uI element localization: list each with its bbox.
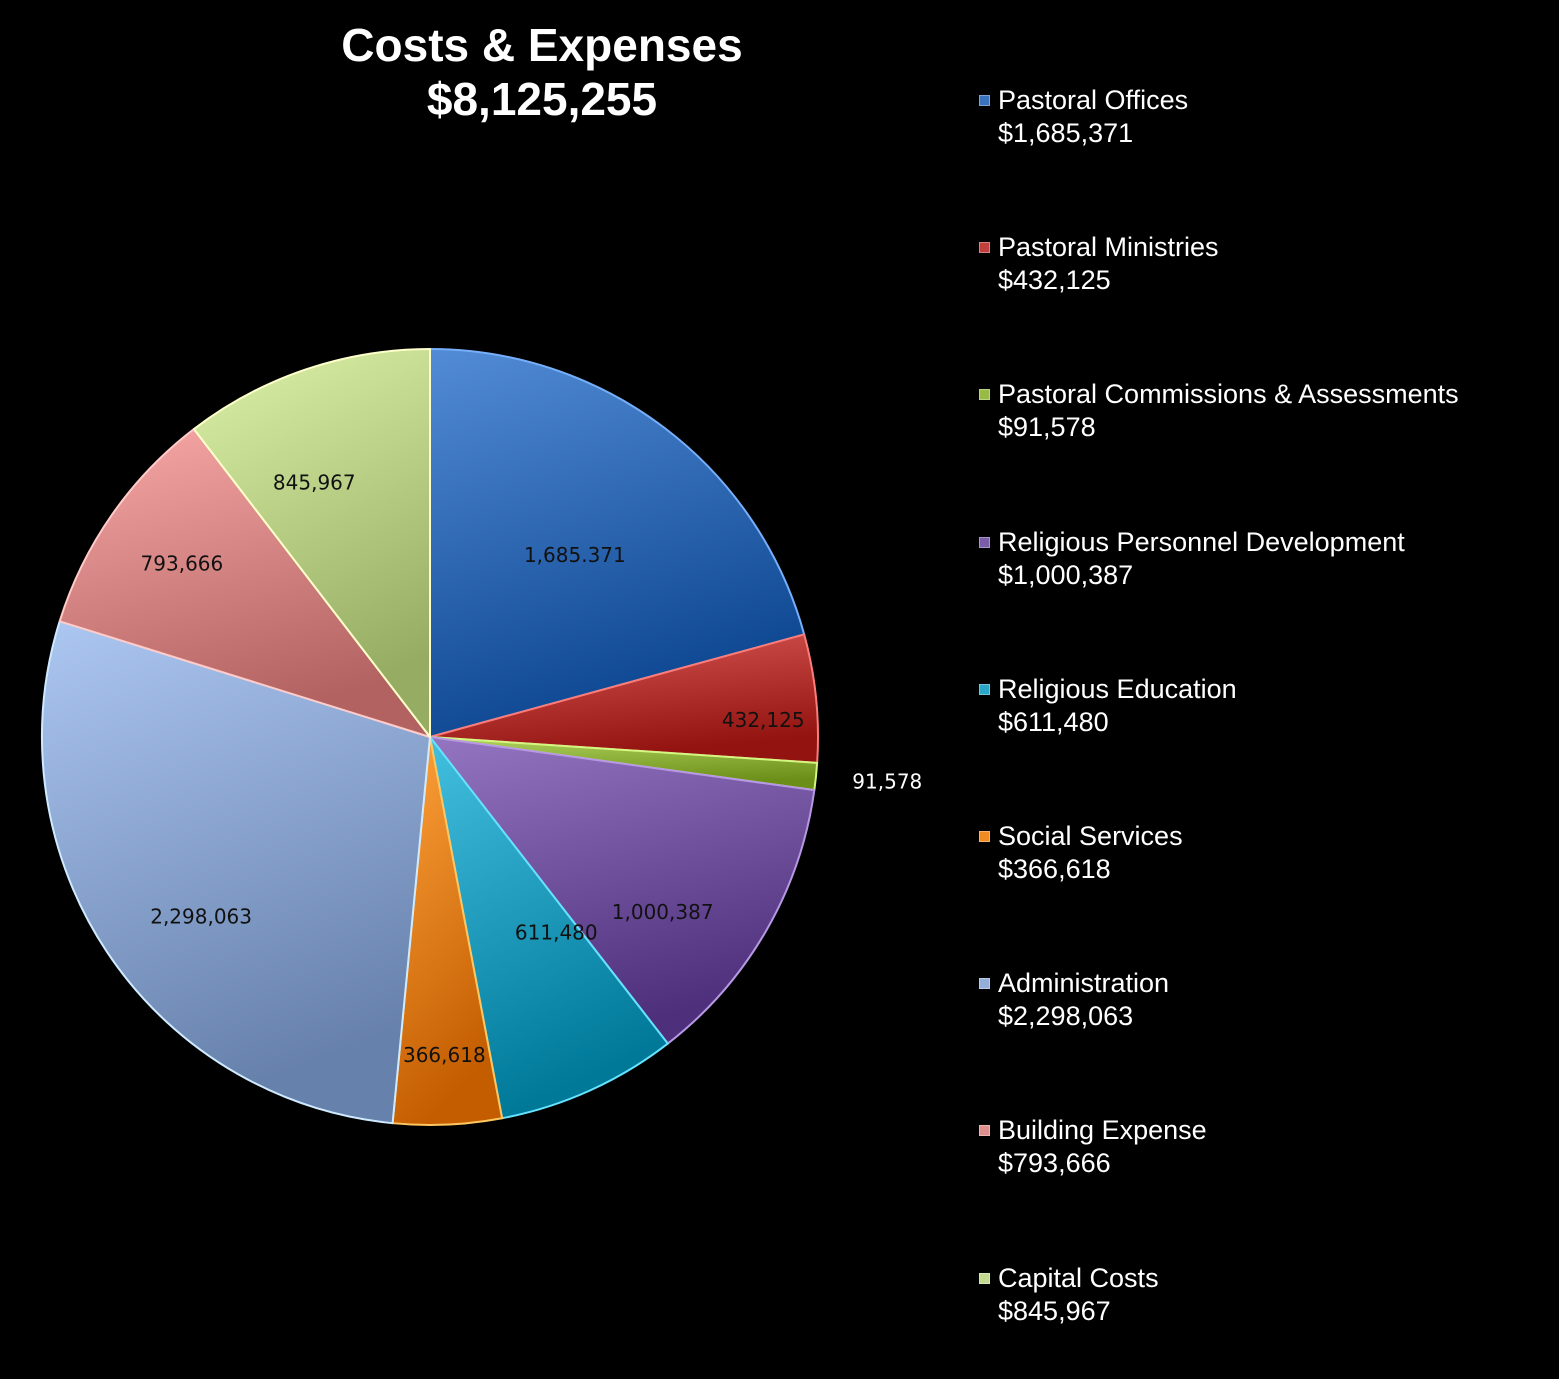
legend-swatch	[979, 684, 990, 695]
legend-value: $611,480	[998, 707, 1109, 737]
legend-label: Religious Education	[998, 674, 1237, 704]
legend-item: Religious Education $611,480	[975, 673, 1545, 753]
legend-value: $2,298,063	[998, 1001, 1134, 1031]
pie-slice-building-expense	[58, 428, 431, 738]
legend-swatch	[979, 537, 990, 548]
legend-swatch	[979, 242, 990, 253]
legend-value: $1,000,387	[998, 560, 1134, 590]
legend-value: $845,967	[998, 1296, 1111, 1326]
legend-swatch	[979, 1125, 990, 1136]
legend-swatch	[979, 831, 990, 842]
legend-item: Building Expense $793,666	[975, 1114, 1545, 1194]
legend-value: $793,666	[998, 1148, 1111, 1178]
pie-data-label: 845,967	[273, 471, 356, 495]
legend-label: Religious Personnel Development	[998, 527, 1405, 557]
legend-value: $91,578	[998, 412, 1096, 442]
pie-data-label: 2,298,063	[150, 905, 252, 929]
chart-title-block: Costs & Expenses $8,125,255	[200, 18, 884, 126]
pie-data-label: 1,685.371	[524, 543, 626, 567]
pie-slice-administration	[41, 620, 431, 1125]
legend-item: Social Services $366,618	[975, 820, 1545, 900]
pie-data-label: 91,578	[852, 769, 922, 793]
pie-data-label: 611,480	[515, 921, 598, 945]
legend-label: Administration	[998, 968, 1170, 998]
pie-data-label: 366,618	[403, 1043, 486, 1067]
legend-label: Building Expense	[998, 1115, 1207, 1145]
legend-item: Capital Costs $845,967	[975, 1262, 1545, 1342]
legend-label: Social Services	[998, 821, 1183, 851]
pie-slice-religious-personnel-development	[429, 736, 816, 1045]
legend-label: Capital Costs	[998, 1263, 1159, 1293]
legend-item: Religious Personnel Development $1,000,38…	[975, 526, 1545, 606]
pie-slices	[41, 348, 819, 1126]
pie-data-label: 1,000,387	[612, 900, 714, 924]
legend-value: $432,125	[998, 265, 1111, 295]
legend-swatch	[979, 389, 990, 400]
pie-slice-religious-education	[429, 736, 669, 1120]
pie-data-label: 793,666	[141, 552, 224, 576]
legend-value: $1,685,371	[998, 118, 1134, 148]
legend-item: Pastoral Commissions & Assessments $91,57…	[975, 378, 1545, 458]
legend-value: $366,618	[998, 854, 1111, 884]
legend-swatch	[979, 1273, 990, 1284]
legend-swatch	[979, 978, 990, 989]
legend-label: Pastoral Offices	[998, 85, 1189, 115]
legend-item: Pastoral Ministries $432,125	[975, 231, 1545, 311]
legend-item: Pastoral Offices $1,685,371	[975, 84, 1545, 164]
pie-slice-pastoral-offices	[429, 348, 806, 738]
pie-data-labels: 1,685.371 432,125 91,578 1,000,387 611,480 36…	[141, 471, 923, 1067]
legend-label: Pastoral Ministries	[998, 232, 1219, 262]
legend-item: Administration $2,298,063	[975, 967, 1545, 1047]
pie-data-label: 432,125	[722, 708, 805, 732]
chart-subtitle: $8,125,255	[426, 73, 658, 125]
legend-label: Pastoral Commissions & Assessments	[998, 379, 1459, 409]
legend-swatch	[979, 95, 990, 106]
pie-slice-capital-costs	[192, 348, 431, 738]
chart-title: Costs & Expenses	[341, 19, 743, 71]
